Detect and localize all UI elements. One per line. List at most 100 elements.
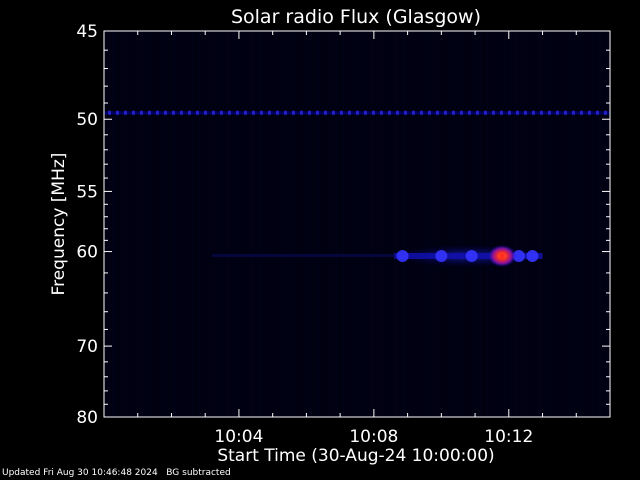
background-stripe	[127, 31, 128, 417]
y-tick-label: 80	[76, 408, 98, 428]
interference-dash	[316, 110, 319, 115]
background-stripe	[460, 31, 461, 417]
interference-dash	[460, 110, 463, 115]
background-stripe	[256, 31, 257, 417]
background-stripe	[106, 31, 107, 417]
background-stripe	[331, 31, 332, 417]
background-stripe	[580, 31, 581, 417]
interference-dash	[308, 110, 311, 115]
burst-peak-core	[499, 252, 506, 259]
background-stripe	[499, 31, 500, 417]
background-stripe	[415, 31, 416, 417]
background-stripe	[385, 31, 386, 417]
interference-dash	[588, 110, 591, 115]
background-stripe	[469, 31, 470, 417]
interference-dash	[532, 110, 535, 115]
background-stripe	[550, 31, 551, 417]
interference-dash	[404, 110, 407, 115]
background-stripe	[313, 31, 314, 417]
interference-dash	[348, 110, 351, 115]
plot-frame	[103, 30, 611, 418]
background-stripe	[124, 31, 125, 417]
x-axis-label: Start Time (30-Aug-24 10:00:00)	[217, 446, 494, 466]
background-stripe	[307, 31, 308, 417]
background-stripe	[595, 31, 596, 417]
x-tick-label: 10:04	[214, 427, 263, 447]
y-axis-label: Frequency [MHz]	[49, 153, 69, 296]
background-stripe	[544, 31, 545, 417]
background-stripe	[253, 31, 254, 417]
background-stripe	[199, 31, 200, 417]
background-stripe	[295, 31, 296, 417]
background-stripe	[514, 31, 515, 417]
background-stripe	[502, 31, 503, 417]
background-stripe	[193, 31, 194, 417]
background-stripe	[262, 31, 263, 417]
interference-dash	[492, 110, 495, 115]
interference-dash	[300, 110, 303, 115]
interference-dash	[212, 110, 215, 115]
background-stripe	[268, 31, 269, 417]
interference-dash	[244, 110, 247, 115]
background-stripe	[379, 31, 380, 417]
background-stripe	[400, 31, 401, 417]
interference-dash	[524, 110, 527, 115]
background-stripe	[376, 31, 377, 417]
background-stripe	[592, 31, 593, 417]
background-stripe	[418, 31, 419, 417]
background-stripe	[139, 31, 140, 417]
interference-dash	[476, 110, 479, 115]
x-axis: 10:04 10:08 10:12	[137, 31, 577, 447]
background-stripe	[163, 31, 164, 417]
background-stripe	[244, 31, 245, 417]
background-stripe	[496, 31, 497, 417]
background-stripe	[577, 31, 578, 417]
interference-dash	[516, 110, 519, 115]
background-stripe	[556, 31, 557, 417]
background-stripe	[121, 31, 122, 417]
y-tick-label: 50	[76, 110, 98, 130]
background-stripe	[322, 31, 323, 417]
interference-dash	[292, 110, 295, 115]
interference-dash	[396, 110, 399, 115]
interference-dash	[364, 110, 367, 115]
interference-dash	[484, 110, 487, 115]
background-stripe	[316, 31, 317, 417]
burst-blob	[465, 249, 478, 262]
interference-dash	[420, 110, 423, 115]
background-stripe	[571, 31, 572, 417]
interference-dash	[332, 110, 335, 115]
background-stripe	[238, 31, 239, 417]
interference-dash	[500, 110, 503, 115]
interference-dash	[196, 110, 199, 115]
background-stripe	[292, 31, 293, 417]
y-tick-label: 70	[76, 337, 98, 357]
background-stripe	[247, 31, 248, 417]
background-stripe	[403, 31, 404, 417]
footer-bg-note: BG subtracted	[166, 468, 231, 478]
background-stripe	[364, 31, 365, 417]
background-stripe	[541, 31, 542, 417]
interference-dash	[252, 110, 255, 115]
background-stripe	[181, 31, 182, 417]
background-stripe	[265, 31, 266, 417]
background-stripe	[130, 31, 131, 417]
background-stripe	[235, 31, 236, 417]
interference-dash	[468, 110, 471, 115]
background-stripe	[427, 31, 428, 417]
background-stripe	[607, 31, 608, 417]
background-stripe	[535, 31, 536, 417]
background-stripe	[337, 31, 338, 417]
background-stripe	[280, 31, 281, 417]
background-stripe	[409, 31, 410, 417]
interference-dash	[556, 110, 559, 115]
background-stripe	[391, 31, 392, 417]
background-stripe	[475, 31, 476, 417]
background-stripe	[346, 31, 347, 417]
background-stripe	[169, 31, 170, 417]
background-stripe	[457, 31, 458, 417]
burst-blob	[396, 249, 409, 262]
interference-dash	[236, 110, 239, 115]
background-stripe	[451, 31, 452, 417]
background-stripe	[226, 31, 227, 417]
